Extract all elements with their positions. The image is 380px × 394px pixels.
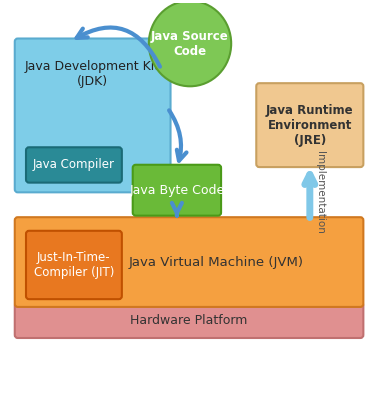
FancyBboxPatch shape <box>15 39 171 192</box>
FancyBboxPatch shape <box>133 165 221 216</box>
Text: Java Development Kit
(JDK): Java Development Kit (JDK) <box>25 60 160 88</box>
Text: Hardware Platform: Hardware Platform <box>130 314 248 327</box>
Text: Implementation: Implementation <box>315 151 325 234</box>
Circle shape <box>149 1 231 86</box>
Text: Just-In-Time-
Compiler (JIT): Just-In-Time- Compiler (JIT) <box>34 251 114 279</box>
FancyBboxPatch shape <box>26 231 122 299</box>
Text: Java Runtime
Environment
(JRE): Java Runtime Environment (JRE) <box>266 104 354 147</box>
Text: Java Virtual Machine (JVM): Java Virtual Machine (JVM) <box>129 256 304 269</box>
FancyBboxPatch shape <box>256 83 363 167</box>
Text: Java Source
Code: Java Source Code <box>151 30 229 58</box>
FancyBboxPatch shape <box>15 217 363 307</box>
FancyBboxPatch shape <box>15 303 363 338</box>
Text: Java Compiler: Java Compiler <box>33 158 115 171</box>
FancyBboxPatch shape <box>26 147 122 183</box>
Text: Java Byte Code: Java Byte Code <box>129 184 225 197</box>
